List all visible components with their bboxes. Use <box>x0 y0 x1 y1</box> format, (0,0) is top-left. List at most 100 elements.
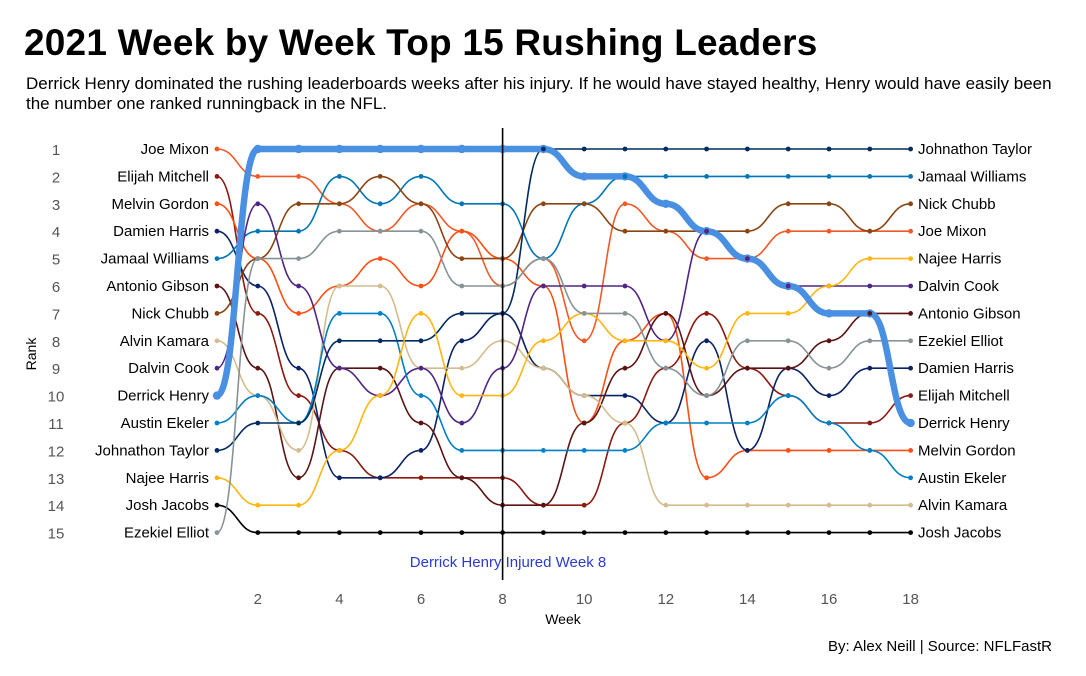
point-josh-jacobs-week-14 <box>745 530 750 535</box>
point-joe-mixon-week-1 <box>214 146 220 152</box>
point-damien-harris-week-16 <box>826 393 832 398</box>
point-damien-harris-week-5 <box>377 475 383 481</box>
point-damien-harris-week-13 <box>704 338 709 344</box>
x-tick-14: 14 <box>739 591 756 608</box>
point-austin-ekeler-week-12 <box>663 420 669 426</box>
point-austin-ekeler-week-11 <box>622 448 628 453</box>
point-derrick-henry-week-6 <box>416 144 426 154</box>
right-player-labels: Derrick Henry Joe Mixon Elijah Mitchell Mel… <box>918 141 1032 542</box>
point-nick-chubb-week-18 <box>908 201 913 207</box>
point-jamaal-williams-week-1 <box>214 256 220 261</box>
point-alvin-kamara-week-7 <box>459 365 465 371</box>
point-johnathon-taylor-week-7 <box>459 311 465 316</box>
point-austin-ekeler-week-7 <box>459 448 465 453</box>
point-antonio-gibson-week-12 <box>663 311 669 316</box>
point-josh-jacobs-week-9 <box>541 530 546 535</box>
y-tick-2: 2 <box>52 169 60 186</box>
point-dalvin-cook-week-14 <box>745 256 750 261</box>
point-josh-jacobs-week-17 <box>867 530 873 535</box>
point-antonio-gibson-week-1 <box>214 283 220 289</box>
y-tick-6: 6 <box>52 279 60 296</box>
y-tick-15: 15 <box>48 526 65 543</box>
point-josh-jacobs-week-13 <box>704 530 709 535</box>
point-derrick-henry-week-5 <box>376 144 385 154</box>
point-johnathon-taylor-week-13 <box>704 146 709 152</box>
point-antonio-gibson-week-15 <box>785 365 791 371</box>
point-ezekiel-elliot-week-5 <box>377 228 383 234</box>
point-josh-jacobs-week-11 <box>622 530 628 535</box>
point-jamaal-williams-week-14 <box>745 174 750 179</box>
point-austin-ekeler-week-6 <box>418 393 424 398</box>
point-johnathon-taylor-week-12 <box>663 146 669 152</box>
point-johnathon-taylor-week-14 <box>745 146 750 152</box>
point-derrick-henry-week-4 <box>335 144 344 154</box>
series-lines <box>216 148 912 534</box>
y-tick-7: 7 <box>52 306 60 323</box>
point-antonio-gibson-week-11 <box>622 365 628 371</box>
point-johnathon-taylor-week-2 <box>255 420 261 426</box>
point-josh-jacobs-week-3 <box>296 530 301 535</box>
point-antonio-gibson-week-9 <box>541 502 546 508</box>
point-antonio-gibson-week-3 <box>296 475 301 481</box>
series-points <box>214 146 913 535</box>
point-derrick-henry-week-2 <box>253 144 262 154</box>
point-nick-chubb-week-11 <box>622 228 628 234</box>
right-label-josh-jacobs: Josh Jacobs <box>918 525 1001 542</box>
point-damien-harris-week-6 <box>418 448 424 453</box>
point-josh-jacobs-week-5 <box>377 530 383 535</box>
y-tick-13: 13 <box>48 471 65 488</box>
point-nick-chubb-week-4 <box>337 201 342 207</box>
left-player-labels: Derrick Henry Joe Mixon Elijah Mitchell Mel… <box>95 141 210 542</box>
point-najee-harris-week-1 <box>214 475 220 481</box>
point-josh-jacobs-week-10 <box>581 530 587 535</box>
point-elijah-mitchell-week-10 <box>581 502 587 508</box>
left-label-damien-harris: Damien Harris <box>113 223 209 240</box>
point-ezekiel-elliot-week-6 <box>418 228 424 234</box>
point-antonio-gibson-week-14 <box>745 365 750 371</box>
point-jamaal-williams-week-16 <box>826 174 832 179</box>
point-najee-harris-week-18 <box>908 256 913 261</box>
point-najee-harris-week-12 <box>663 338 669 344</box>
point-najee-harris-week-11 <box>622 338 628 344</box>
series-line-josh-jacobs <box>216 504 912 534</box>
point-nick-chubb-week-10 <box>581 201 587 207</box>
point-najee-harris-week-15 <box>785 311 791 316</box>
point-dalvin-cook-week-9 <box>541 283 546 289</box>
left-label-derrick-henry: Derrick Henry <box>117 388 209 405</box>
point-jamaal-williams-week-5 <box>377 201 383 207</box>
chart-subtitle: Derrick Henry dominated the rushing lead… <box>26 74 1052 113</box>
point-josh-jacobs-week-6 <box>418 530 424 535</box>
point-damien-harris-week-4 <box>337 475 342 481</box>
left-label-nick-chubb: Nick Chubb <box>131 305 209 322</box>
point-melvin-gordon-week-7 <box>459 228 465 234</box>
point-dalvin-cook-week-11 <box>622 283 628 289</box>
point-joe-mixon-week-10 <box>581 338 587 344</box>
left-label-jamaal-williams: Jamaal Williams <box>101 251 209 268</box>
point-melvin-gordon-week-6 <box>418 283 424 289</box>
right-label-damien-harris: Damien Harris <box>918 360 1014 377</box>
point-derrick-henry-week-12 <box>661 199 670 208</box>
point-ezekiel-elliot-week-10 <box>581 311 587 316</box>
point-antonio-gibson-week-2 <box>255 365 261 371</box>
point-jamaal-williams-week-11 <box>622 174 628 179</box>
point-dalvin-cook-week-17 <box>867 283 873 289</box>
y-tick-8: 8 <box>52 334 60 351</box>
x-tick-8: 8 <box>498 591 506 608</box>
point-josh-jacobs-week-4 <box>337 530 342 535</box>
right-label-ezekiel-elliot: Ezekiel Elliot <box>918 333 1004 350</box>
left-label-austin-ekeler: Austin Ekeler <box>121 415 209 432</box>
y-tick-5: 5 <box>52 252 60 269</box>
series-line-derrick-henry <box>213 145 914 427</box>
point-melvin-gordon-week-1 <box>214 201 220 207</box>
point-alvin-kamara-week-1 <box>214 338 220 344</box>
right-label-dalvin-cook: Dalvin Cook <box>918 278 999 295</box>
left-label-antonio-gibson: Antonio Gibson <box>106 278 209 295</box>
point-nick-chubb-week-5 <box>377 174 383 179</box>
y-tick-10: 10 <box>48 389 65 406</box>
point-damien-harris-week-18 <box>908 365 913 371</box>
right-label-elijah-mitchell: Elijah Mitchell <box>918 388 1010 405</box>
point-austin-ekeler-week-15 <box>785 393 791 398</box>
point-austin-ekeler-week-17 <box>867 448 873 453</box>
point-alvin-kamara-week-16 <box>826 502 832 508</box>
x-axis-ticks: 2 4 6 8 10 12 14 16 18 <box>254 591 919 608</box>
